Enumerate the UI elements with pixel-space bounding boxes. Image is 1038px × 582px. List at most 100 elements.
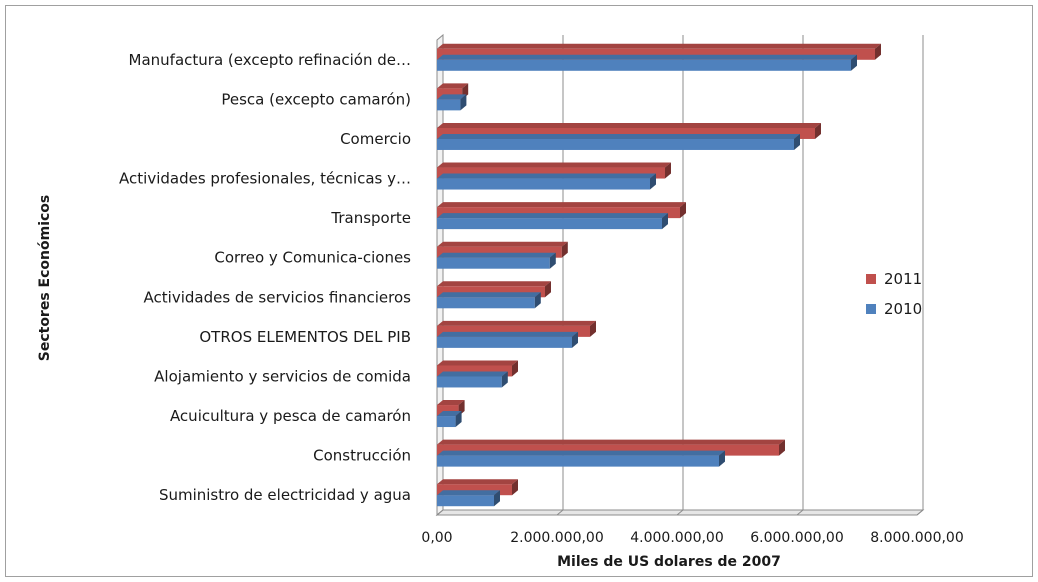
gridline-foot <box>676 509 684 516</box>
y-axis-title: Sectores Económicos <box>37 195 53 362</box>
bar-side-2010 <box>650 173 656 190</box>
bar-2010 <box>437 59 851 71</box>
bar-side-2010 <box>501 371 508 388</box>
bar-2011 <box>437 246 562 258</box>
category-label: Actividades profesionales, técnicas y… <box>119 170 411 188</box>
bar-2010 <box>437 138 794 150</box>
bar-side-2010 <box>455 411 462 428</box>
bar-side-2010 <box>460 94 467 111</box>
bar-2011 <box>437 207 680 219</box>
bar-side-2011 <box>815 122 821 139</box>
bar-top-2010 <box>437 331 578 337</box>
bar-side-2010 <box>794 133 800 150</box>
bar-side-2011 <box>561 241 568 258</box>
bar-2010 <box>437 495 494 507</box>
bar-2011 <box>437 88 463 100</box>
bar-side-2010 <box>572 331 578 348</box>
bar-2010 <box>437 218 662 230</box>
bar-2010 <box>437 99 461 111</box>
bar-2010 <box>437 257 550 269</box>
x-tick-label: 6.000.000,00 <box>750 530 844 546</box>
chart-frame <box>5 5 1033 577</box>
bar-2011 <box>437 444 779 456</box>
bar-2010 <box>437 297 535 309</box>
bar-side-2011 <box>680 202 686 219</box>
bar-side-2011 <box>875 43 881 60</box>
bar-top-2010 <box>437 94 467 100</box>
bar-top-2011 <box>437 83 469 89</box>
bar-top-2010 <box>437 450 725 456</box>
category-labels: Manufactura (excepto refinación de… Pesca… <box>119 51 411 504</box>
x-tick-label: 0,00 <box>421 530 452 546</box>
legend-swatch-2011 <box>866 274 876 284</box>
bar-2010 <box>437 416 456 428</box>
bar-top-2011 <box>437 320 596 326</box>
bar-side-2011 <box>545 281 551 298</box>
category-label: Pesca (excepto camarón) <box>221 90 411 108</box>
x-tick-label: 2.000.000,00 <box>510 530 604 546</box>
x-axis-title: Miles de US dolares de 2007 <box>557 554 781 570</box>
x-tick-label: 8.000.000,00 <box>870 530 964 546</box>
bar-side-2011 <box>665 162 671 179</box>
bar-top-2010 <box>437 54 857 60</box>
bar-top-2010 <box>437 252 556 258</box>
category-label: Transporte <box>330 209 411 227</box>
legend: 2011 2010 <box>866 270 922 318</box>
gridlines <box>436 35 924 516</box>
bar-top-2011 <box>437 202 686 208</box>
category-label: Comercio <box>340 130 411 148</box>
category-label: Manufactura (excepto refinación de… <box>129 51 411 69</box>
category-label: Actividades de servicios financieros <box>144 288 412 306</box>
bar-top-2011 <box>437 400 465 406</box>
bar-top-2010 <box>437 371 508 377</box>
bar-side-2010 <box>719 450 725 467</box>
gridline-foot <box>796 509 804 516</box>
bar-2011 <box>437 405 459 417</box>
bar-2010 <box>437 178 650 190</box>
gridline-foot <box>556 509 564 516</box>
bars <box>437 43 881 507</box>
bar-2011 <box>437 127 815 139</box>
bar-2011 <box>437 484 512 496</box>
bar-2011 <box>437 365 512 377</box>
bar-top-2010 <box>437 173 656 179</box>
bar-side-2011 <box>512 360 518 377</box>
bar-top-2011 <box>437 43 881 49</box>
category-label: Suministro de electricidad y agua <box>159 486 411 504</box>
x-tick-label: 4.000.000,00 <box>630 530 724 546</box>
bar-top-2010 <box>437 213 668 219</box>
bar-side-2010 <box>851 54 857 71</box>
bar-side-2010 <box>549 252 556 269</box>
bar-2011 <box>437 286 545 298</box>
bar-top-2011 <box>437 162 671 168</box>
bar-2010 <box>437 336 572 348</box>
bar-side-2011 <box>590 320 596 337</box>
bar-side-2010 <box>494 490 500 507</box>
bar-2010 <box>437 376 502 388</box>
bar-side-2011 <box>779 439 785 456</box>
bar-2011 <box>437 167 665 179</box>
bar-side-2011 <box>512 479 518 496</box>
bar-top-2011 <box>437 281 551 287</box>
bar-top-2010 <box>437 133 800 139</box>
bar-top-2011 <box>437 122 821 128</box>
gridline-foot <box>916 509 924 516</box>
category-label: Construcción <box>313 447 411 465</box>
category-label: Acuicultura y pesca de camarón <box>170 407 411 425</box>
bar-top-2011 <box>437 439 785 445</box>
bar-top-2011 <box>437 241 568 247</box>
category-label: Alojamiento y servicios de comida <box>154 367 411 385</box>
bar-side-2010 <box>662 213 668 230</box>
legend-label-2010: 2010 <box>884 300 922 318</box>
bar-side-2010 <box>534 292 541 309</box>
bar-2011 <box>437 325 590 337</box>
category-label: Correo y Comunica-ciones <box>214 249 411 267</box>
legend-label-2011: 2011 <box>884 270 922 288</box>
bar-2011 <box>437 48 875 60</box>
gridline-foot <box>436 509 444 516</box>
bar-top-2010 <box>437 490 500 496</box>
bar-2010 <box>437 455 719 467</box>
category-label: OTROS ELEMENTOS DEL PIB <box>199 328 411 346</box>
x-tick-labels: 0,00 2.000.000,00 4.000.000,00 6.000.000,00… <box>421 530 963 546</box>
